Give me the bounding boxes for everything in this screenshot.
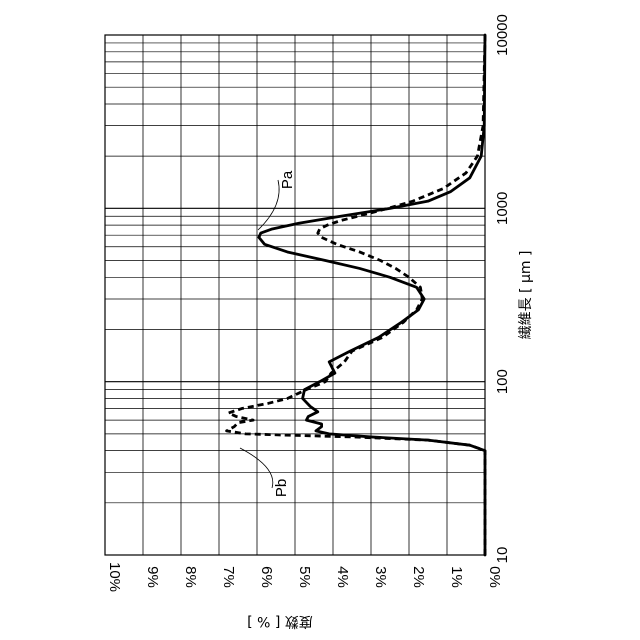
- x-axis-title: 繊維長 [ μm ]: [518, 251, 534, 340]
- y-tick-label: 2%: [410, 566, 427, 588]
- annotation-label-pa: Pa: [279, 170, 296, 189]
- y-tick-label: 6%: [258, 566, 275, 588]
- y-tick-label: 0%: [486, 566, 503, 588]
- series-pa-line: [259, 35, 485, 555]
- chart-grid: [105, 35, 485, 555]
- y-tick-label: 8%: [182, 566, 199, 588]
- series-layer: [227, 35, 485, 555]
- annotation-leader-pa: [258, 180, 279, 230]
- y-tick-label: 5%: [296, 566, 313, 588]
- annotation-label-pb: Pb: [273, 479, 290, 497]
- y-tick-label: 10%: [106, 562, 123, 592]
- x-tick-label: 1000: [494, 192, 511, 225]
- series-pb-line: [227, 35, 485, 555]
- y-axis-title: 度数 [ % ]: [247, 613, 313, 629]
- x-tick-label: 10: [494, 547, 511, 564]
- y-tick-label: 7%: [220, 566, 237, 588]
- y-tick-label: 9%: [144, 566, 161, 588]
- x-tick-label: 10000: [494, 14, 511, 56]
- annotation-leader-pb: [240, 448, 273, 488]
- x-axis-ticks: 10 100 1000 10000: [494, 14, 511, 563]
- y-axis-ticks: 0% 1% 2% 3% 4% 5% 6% 7% 8% 9% 10%: [106, 562, 503, 592]
- x-tick-label: 100: [494, 369, 511, 394]
- y-tick-label: 4%: [334, 566, 351, 588]
- annotations: Pa Pb: [240, 170, 296, 497]
- y-tick-label: 3%: [372, 566, 389, 588]
- y-tick-label: 1%: [448, 566, 465, 588]
